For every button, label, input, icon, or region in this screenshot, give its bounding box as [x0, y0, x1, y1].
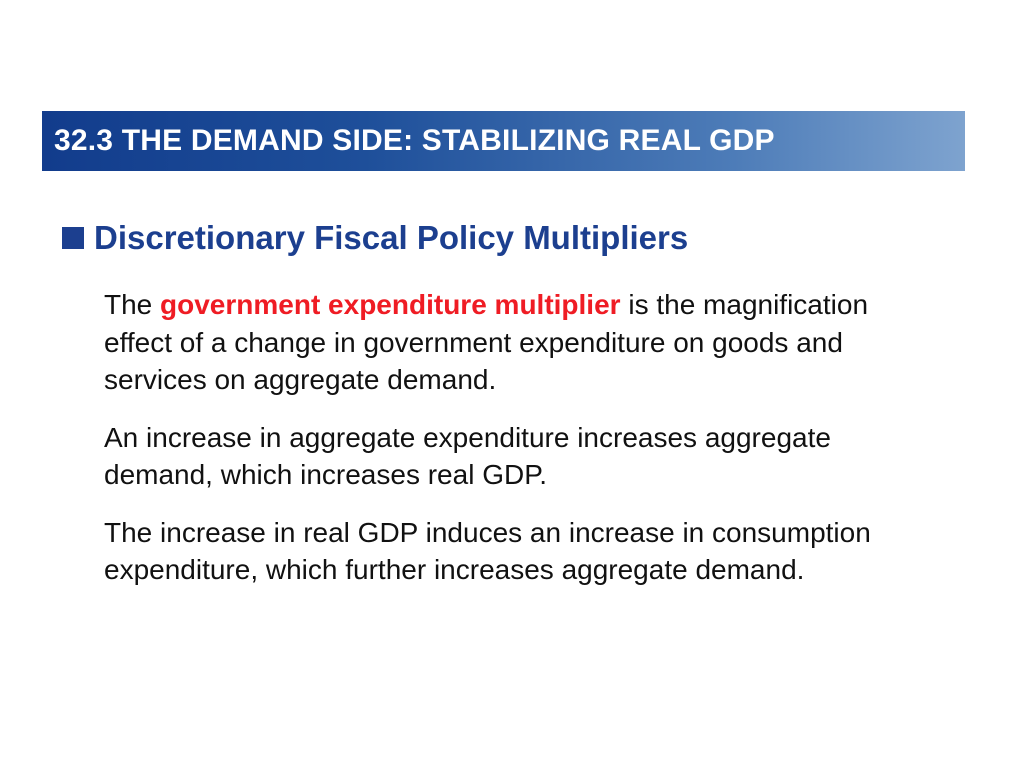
- paragraph-consumption: The increase in real GDP induces an incr…: [104, 516, 871, 586]
- key-term: government expenditure multiplier: [160, 289, 621, 320]
- square-bullet-icon: [62, 227, 84, 249]
- body-text: The government expenditure multiplier is…: [104, 286, 894, 609]
- definition-lead: The: [104, 289, 161, 320]
- heading-text: Discretionary Fiscal Policy Multipliers: [94, 219, 689, 256]
- definition-rest: is the magnification effect of a change …: [104, 289, 869, 395]
- paragraph-definition: The government expenditure multiplier is…: [104, 286, 894, 399]
- section-heading: Discretionary Fiscal Policy Multipliers: [62, 219, 688, 257]
- slide-title: 32.3 THE DEMAND SIDE: STABILIZING REAL G…: [54, 124, 775, 157]
- title-bar: 32.3 THE DEMAND SIDE: STABILIZING REAL G…: [42, 111, 965, 171]
- paragraph-aggregate-expenditure: An increase in aggregate expenditure inc…: [104, 421, 831, 491]
